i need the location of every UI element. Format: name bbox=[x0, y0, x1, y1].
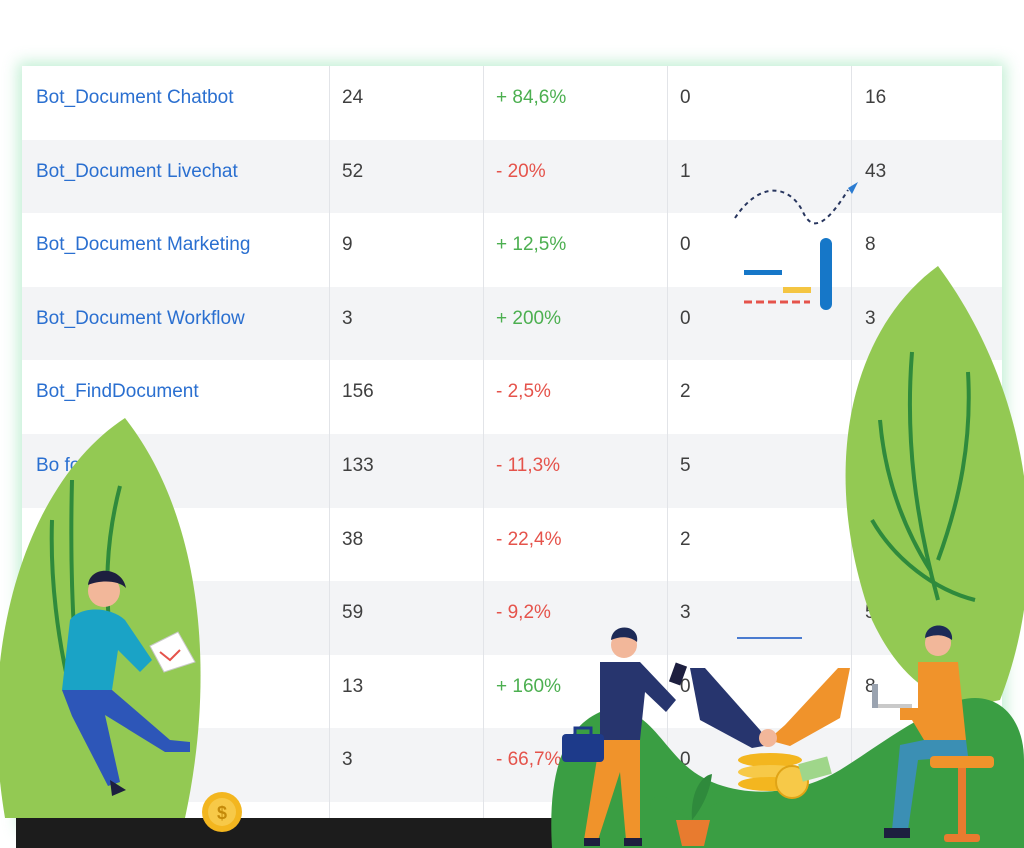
table-row: Bot_Document Chatbot 24 + 84,6% 0 16 bbox=[22, 66, 1002, 140]
change-cell: - 2,5% bbox=[496, 381, 551, 403]
table-row: ce 59 - 9,2% 3 53 bbox=[22, 581, 1002, 655]
column-divider bbox=[851, 66, 852, 826]
count-cell: 24 bbox=[342, 87, 364, 108]
change-cell: + 160% bbox=[496, 675, 561, 697]
bot-name-link[interactable]: Bot_Document Chatbot bbox=[36, 87, 234, 108]
value-cell: 5 bbox=[680, 455, 691, 476]
count-cell: 9 bbox=[342, 234, 353, 256]
value-cell: 8 bbox=[865, 675, 876, 697]
change-cell: + 12,5% bbox=[496, 234, 567, 256]
table-row: tures 38 - 22,4% 2 bbox=[22, 508, 1002, 582]
value-cell: 53 bbox=[865, 602, 887, 624]
change-cell: - 9,2% bbox=[496, 602, 551, 624]
change-cell: - 22,4% bbox=[496, 528, 562, 550]
count-cell: 3 bbox=[342, 307, 353, 329]
value-cell: 0 bbox=[680, 749, 691, 771]
value-cell: 16 bbox=[865, 87, 887, 108]
table-row: vanced pa... 13 + 160% 0 8 bbox=[22, 655, 1002, 729]
table-row: Bot_Document Workflow 3 + 200% 0 3 bbox=[22, 286, 1002, 361]
value-cell: 8 bbox=[865, 234, 876, 256]
bot-name-link[interactable]: Bo utomation f... bbox=[36, 749, 175, 771]
count-cell: 59 bbox=[342, 602, 364, 624]
value-cell: 43 bbox=[865, 160, 887, 182]
bot-name-link[interactable]: Bo formation bbox=[36, 455, 144, 476]
value-cell: 0 bbox=[680, 87, 691, 108]
column-divider bbox=[329, 66, 330, 826]
column-divider bbox=[483, 66, 484, 826]
value-cell: 3 bbox=[680, 602, 691, 624]
value-cell: 1 bbox=[680, 160, 691, 182]
count-cell: 156 bbox=[342, 381, 374, 403]
value-cell: 3 bbox=[865, 749, 876, 771]
change-cell: + 200% bbox=[496, 307, 561, 329]
bot-name-link[interactable]: ce bbox=[36, 602, 57, 624]
bot-name-link[interactable]: vanced pa... bbox=[36, 675, 140, 697]
count-cell: 38 bbox=[342, 528, 364, 550]
value-cell: 2 bbox=[680, 381, 691, 403]
count-cell: 13 bbox=[342, 675, 364, 697]
bot-name-link[interactable]: Bot_Document Workflow bbox=[36, 307, 245, 329]
value-cell: 0 bbox=[680, 234, 691, 256]
table-row: Bo utomation f... 3 - 66,7% 0 3 bbox=[22, 728, 1002, 802]
bottom-dark-bar bbox=[16, 818, 576, 848]
table-row: Bot_FindDocument 156 - 2,5% 2 bbox=[22, 360, 1002, 434]
value-cell: 0 bbox=[680, 675, 691, 697]
table-row: Bot_Document Livechat 52 - 20% 1 43 bbox=[22, 139, 1002, 214]
change-cell: - 11,3% bbox=[496, 455, 561, 476]
column-divider bbox=[667, 66, 668, 826]
value-cell: 0 bbox=[680, 307, 691, 329]
value-cell: 2 bbox=[680, 528, 691, 550]
bot-name-link[interactable]: Bot_FindDocument bbox=[36, 381, 199, 403]
count-cell: 52 bbox=[342, 160, 364, 182]
bot-name-link[interactable]: Bot_Document Livechat bbox=[36, 160, 238, 182]
change-cell: - 66,7% bbox=[496, 749, 562, 771]
table-row: Bot_Document Marketing 9 + 12,5% 0 8 bbox=[22, 213, 1002, 287]
bot-name-link[interactable]: Bot_Document Marketing bbox=[36, 234, 251, 256]
change-cell: + 84,6% bbox=[496, 87, 567, 108]
stats-table-panel: Bot_Document Chatbot 24 + 84,6% 0 16 Bot_Docu… bbox=[22, 66, 1002, 826]
count-cell: 133 bbox=[342, 455, 374, 476]
change-cell: - 20% bbox=[496, 160, 546, 182]
table-row: Bo formation 133 - 11,3% 5 bbox=[22, 434, 1002, 508]
count-cell: 3 bbox=[342, 749, 353, 771]
bot-name-link[interactable]: tures bbox=[36, 528, 79, 550]
value-cell: 3 bbox=[865, 307, 876, 329]
